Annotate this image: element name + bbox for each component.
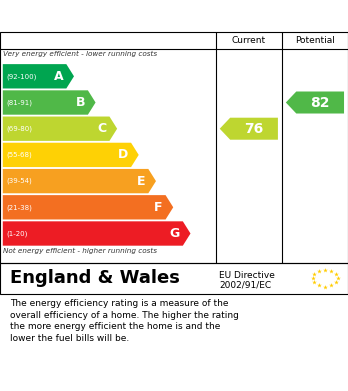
Text: E: E xyxy=(137,175,145,188)
Text: 76: 76 xyxy=(244,122,264,136)
Text: The energy efficiency rating is a measure of the
overall efficiency of a home. T: The energy efficiency rating is a measur… xyxy=(10,299,239,343)
Text: (92-100): (92-100) xyxy=(6,73,37,79)
Text: England & Wales: England & Wales xyxy=(10,269,180,287)
Text: 2002/91/EC: 2002/91/EC xyxy=(219,281,271,290)
Text: (1-20): (1-20) xyxy=(6,230,27,237)
Text: D: D xyxy=(118,149,128,161)
Text: Current: Current xyxy=(232,36,266,45)
Polygon shape xyxy=(3,90,96,115)
Text: (55-68): (55-68) xyxy=(6,152,32,158)
Polygon shape xyxy=(3,195,173,219)
Polygon shape xyxy=(220,118,278,140)
Text: C: C xyxy=(97,122,107,135)
Polygon shape xyxy=(286,91,344,113)
Text: G: G xyxy=(170,227,180,240)
Text: Very energy efficient - lower running costs: Very energy efficient - lower running co… xyxy=(3,50,158,57)
Polygon shape xyxy=(3,221,190,246)
Text: (21-38): (21-38) xyxy=(6,204,32,211)
Text: B: B xyxy=(76,96,85,109)
Polygon shape xyxy=(3,117,117,141)
Polygon shape xyxy=(3,143,139,167)
Text: EU Directive: EU Directive xyxy=(219,271,275,280)
Text: F: F xyxy=(154,201,163,214)
Text: Potential: Potential xyxy=(295,36,335,45)
Text: 82: 82 xyxy=(310,95,330,109)
Text: Not energy efficient - higher running costs: Not energy efficient - higher running co… xyxy=(3,248,158,254)
Text: A: A xyxy=(54,70,64,83)
Text: Energy Efficiency Rating: Energy Efficiency Rating xyxy=(10,7,239,25)
Text: (81-91): (81-91) xyxy=(6,99,32,106)
Text: (39-54): (39-54) xyxy=(6,178,32,184)
Text: (69-80): (69-80) xyxy=(6,126,32,132)
Polygon shape xyxy=(3,169,156,193)
Polygon shape xyxy=(3,64,74,88)
